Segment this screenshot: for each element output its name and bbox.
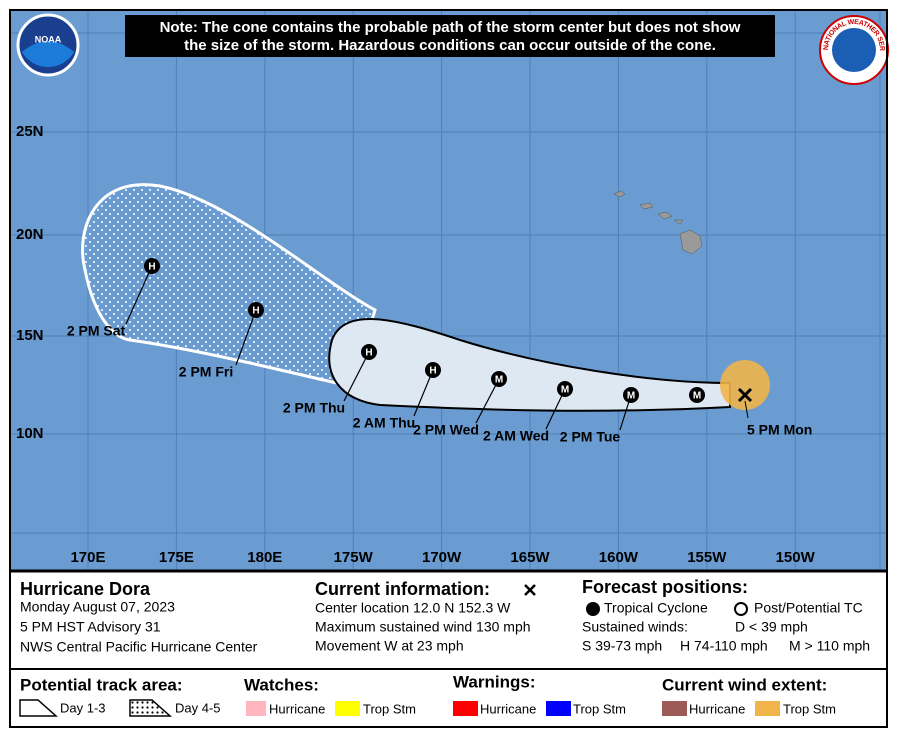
forecast-code: M [693,391,701,402]
legend-item: Hurricane [480,701,536,716]
day45-icon [129,699,172,717]
forecast-item: Tropical Cyclone [604,600,708,616]
current-position [737,387,753,403]
swatch [453,701,478,716]
forecast-point [361,344,377,360]
logo-core [832,28,876,72]
forecast-item: D < 39 mph [735,619,808,635]
forecast-item: Sustained winds: [582,619,688,635]
forecast-point [689,387,705,403]
current-line: Maximum sustained wind 130 mph [315,619,531,635]
storm-line: NWS Central Pacific Hurricane Center [20,639,258,655]
wind-extent [720,360,770,410]
forecast-code: M [561,385,569,396]
legend-title: Warnings: [453,672,535,691]
forecast-label: 2 AM Thu [353,415,415,431]
swatch [335,701,360,716]
forecast-label: 2 PM Fri [179,364,233,380]
forecast-point [557,381,573,397]
swatch [755,701,780,716]
note-line: Note: The cone contains the probable pat… [160,19,741,36]
leader-line [413,369,434,417]
latitude-label: 25N [16,123,44,140]
current-line: Movement W at 23 mph [315,638,464,654]
forecast-item: S 39-73 mph [582,638,662,654]
ptc-icon [734,602,748,616]
legend-item: Day 4-5 [175,700,221,715]
longitude-label: 175E [159,549,194,566]
leader-line [744,400,749,419]
leader-line [475,378,500,424]
current-title: Current information: [315,579,490,599]
forecast-point [491,371,507,387]
legend-title: Current wind extent: [662,675,827,694]
swatch [662,701,687,716]
forecast-code: M [495,375,503,386]
track: 2 PM Sat H 2 PM Fri H 2 PM Thu H 2 AM Thu H 2 PM… [67,258,705,445]
frame [9,9,888,728]
forecast-point [248,302,264,318]
forecast-code: H [252,306,259,317]
forecast-title: Forecast positions: [582,577,748,597]
forecast-item: Post/Potential TC [754,600,863,616]
longitude-label: 165W [510,549,550,566]
longitude-label: 170E [70,549,105,566]
forecast-point [425,362,441,378]
forecast-label: 2 PM Tue [560,429,621,445]
storm-title: Hurricane Dora [20,579,151,599]
storm-line: 5 PM HST Advisory 31 [20,619,161,635]
logo-wave [22,41,74,68]
current-label: 5 PM Mon [747,422,812,438]
legend-title: Watches: [244,675,319,694]
longitude-label: 175W [334,549,374,566]
leader-line [235,309,257,366]
leader-line [343,351,370,402]
current-line: Center location 12.0 N 152.3 W [315,600,511,616]
islands [613,190,703,255]
latitude-label: 20N [16,226,44,243]
forecast-item: M > 110 mph [789,638,870,654]
legend-item: Trop Stm [783,701,836,716]
latitude-label: 10N [16,425,44,442]
leader-line [125,265,153,325]
latitude-label: 15N [16,327,44,344]
current-icon [524,584,536,596]
tc-icon [586,602,600,616]
legend-item: Trop Stm [363,701,416,716]
cone-day-4-5 [81,183,377,387]
legend-title: Potential track area: [20,675,183,694]
day13-icon [19,699,58,717]
note-box [125,15,775,57]
longitude-label: 150W [776,549,816,566]
forecast-code: M [627,391,635,402]
longitude-label: 170W [422,549,462,566]
legend-item: Hurricane [269,701,325,716]
forecast-code: H [429,366,436,377]
forecast-label: 2 PM Wed [413,422,479,438]
legend-item: Hurricane [689,701,745,716]
forecast-label: 2 PM Thu [283,400,345,416]
swatch [546,701,571,716]
longitude-label: 160W [599,549,639,566]
noaa-text: NOAA [35,34,62,44]
forecast-item: H 74-110 mph [680,638,768,654]
forecast-label: 2 AM Wed [483,428,549,444]
info-panel [9,570,888,728]
note-line: the size of the storm. Hazardous conditi… [184,37,716,54]
swatch [246,701,266,716]
forecast-code: H [148,262,155,273]
storm-line: Monday August 07, 2023 [20,599,175,615]
forecast-code: H [365,348,372,359]
forecast-point [623,387,639,403]
legend-item: Day 1-3 [60,700,106,715]
forecast-point [144,258,160,274]
legend-item: Trop Stm [573,701,626,716]
forecast-label: 2 PM Sat [67,323,126,339]
longitude-label: 180E [247,549,282,566]
longitude-label: 155W [687,549,727,566]
